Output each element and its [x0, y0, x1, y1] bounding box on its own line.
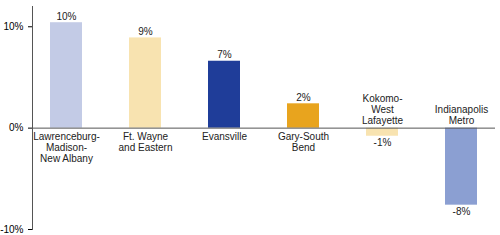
- svg-text:-8%: -8%: [453, 206, 471, 217]
- svg-text:Kokomo-WestLafayette: Kokomo-WestLafayette: [362, 93, 404, 126]
- svg-text:9%: 9%: [138, 26, 153, 37]
- svg-text:7%: 7%: [217, 49, 232, 60]
- svg-text:IndianapolisMetro: IndianapolisMetro: [435, 104, 488, 126]
- svg-text:Lawrenceburg-Madison-New Alban: Lawrenceburg-Madison-New Albany: [33, 131, 100, 164]
- svg-text:-1%: -1%: [374, 137, 392, 148]
- svg-text:0%: 0%: [9, 122, 24, 133]
- svg-text:Evansville: Evansville: [202, 131, 247, 142]
- svg-text:-10%: -10%: [0, 224, 23, 235]
- svg-text:10%: 10%: [56, 11, 76, 22]
- svg-text:Gary-SouthBend: Gary-SouthBend: [278, 131, 329, 153]
- svg-text:Ft. Wayneand Eastern: Ft. Wayneand Eastern: [119, 131, 173, 153]
- svg-text:2%: 2%: [296, 92, 311, 103]
- svg-text:10%: 10%: [3, 21, 23, 32]
